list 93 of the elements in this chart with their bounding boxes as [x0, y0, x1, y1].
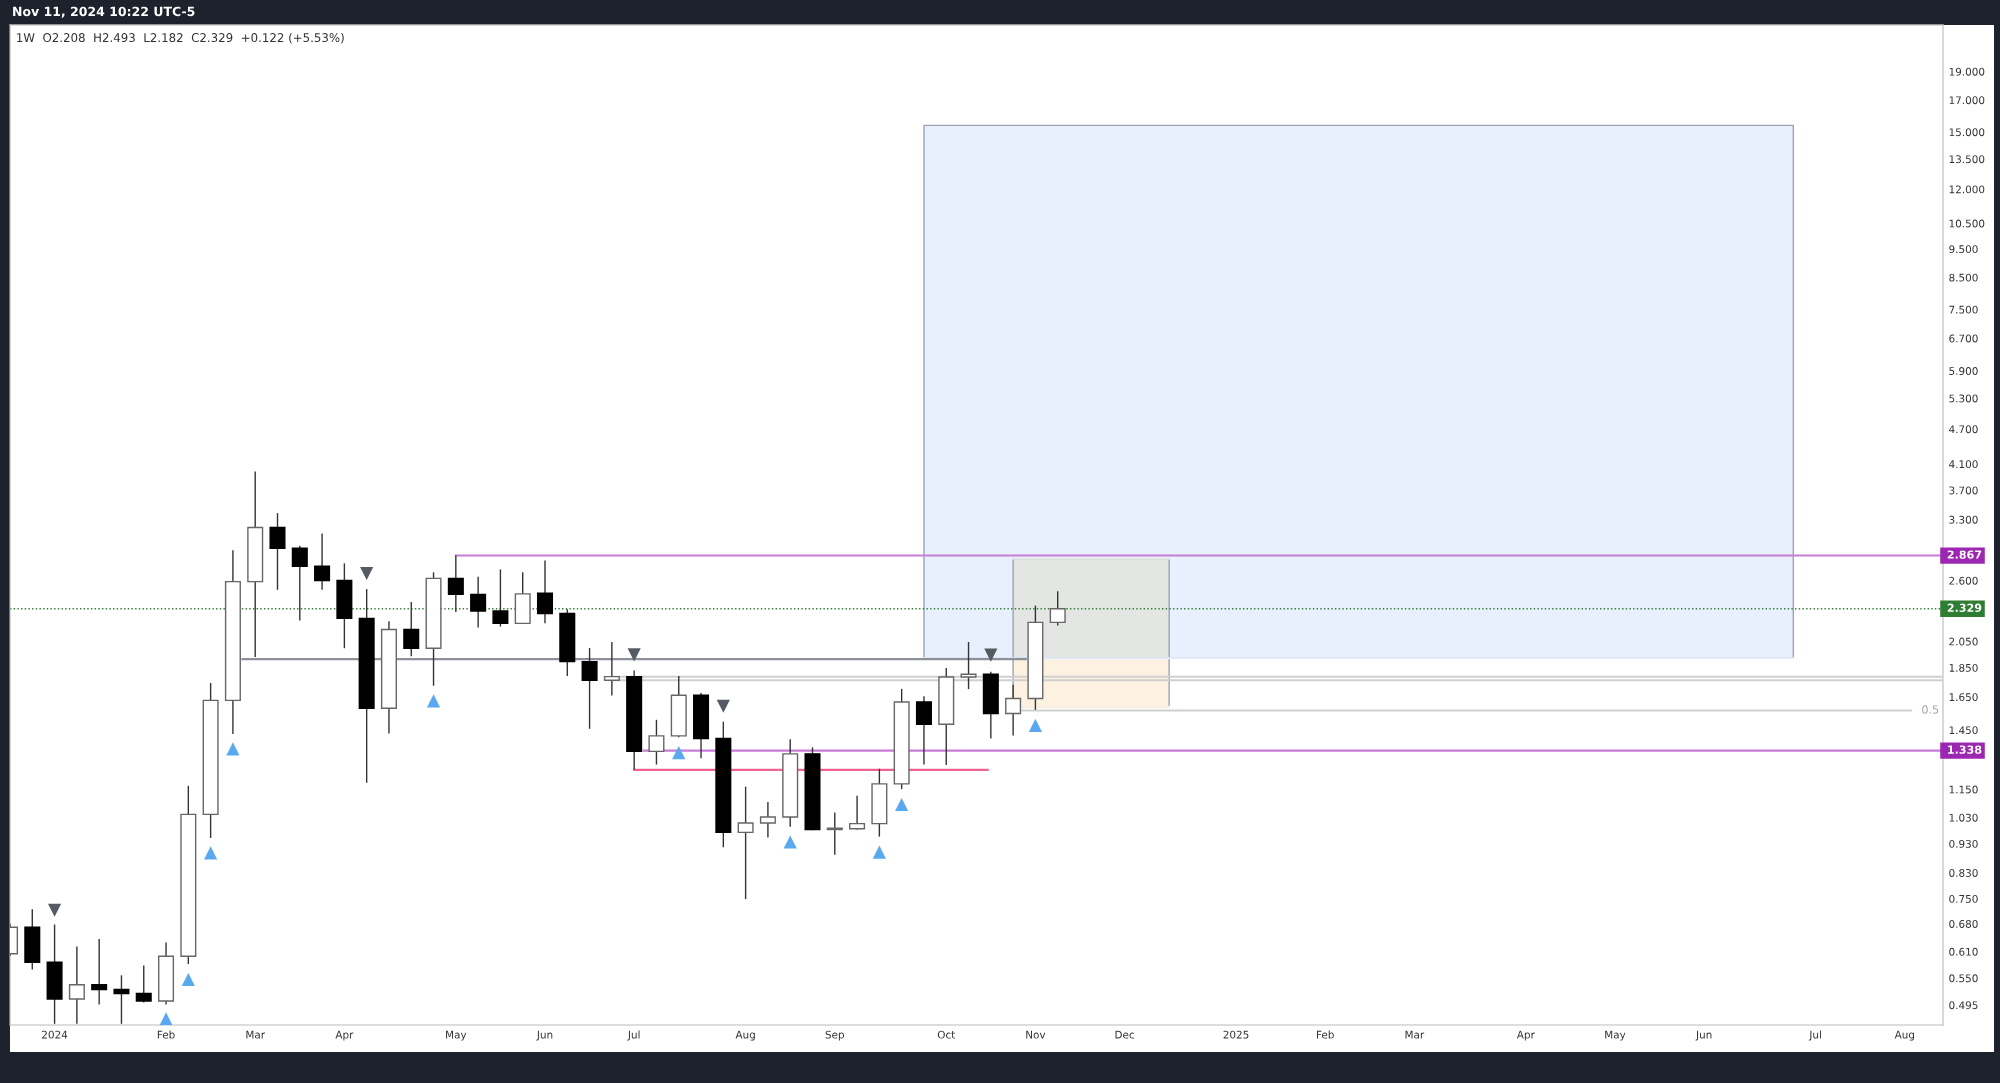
y-tick-label: 15.000 — [1949, 128, 1985, 137]
candlestick — [915, 695, 932, 766]
y-tick-label: 4.100 — [1949, 460, 1978, 469]
y-tick-label: 0.930 — [1949, 839, 1978, 848]
candlestick — [603, 641, 620, 697]
annotation: 0.5 — [1922, 705, 1939, 714]
y-tick-label: 8.500 — [1949, 273, 1978, 282]
candlestick — [68, 945, 85, 1025]
y-tick-label: 5.900 — [1949, 367, 1978, 375]
candlestick — [314, 532, 331, 591]
x-tick-label: Aug — [735, 1030, 755, 1041]
y-tick-label: 3.300 — [1949, 515, 1978, 524]
candlestick — [648, 719, 665, 766]
point — [672, 746, 686, 760]
point — [48, 903, 62, 917]
candlestick — [492, 568, 509, 628]
point — [159, 1012, 173, 1025]
point — [984, 648, 998, 662]
y-tick-label: 12.000 — [1949, 185, 1985, 194]
candlestick — [849, 794, 866, 831]
candlestick — [403, 601, 420, 658]
point — [783, 835, 797, 849]
y-tick-label: 1.450 — [1949, 726, 1978, 735]
y-tick-label: 5.300 — [1949, 394, 1978, 403]
text: 1W O2.208 H2.493 L2.182 C2.329 +0.122 (+5.53%) — [17, 32, 344, 44]
point — [872, 845, 886, 859]
point — [226, 742, 240, 756]
y-tick-label: 1.850 — [1949, 663, 1978, 672]
x-tick-label: Dec — [1115, 1030, 1135, 1039]
y-tick-label: 0.680 — [1949, 920, 1978, 928]
point — [716, 699, 730, 713]
x-tick-label: Jul — [1808, 1030, 1821, 1041]
y-tick-label: 4.700 — [1949, 425, 1978, 434]
x-tick-label: Apr — [1516, 1030, 1535, 1041]
x-tick-label: May — [446, 1030, 467, 1041]
candlestick — [759, 801, 776, 839]
x-tick-label: Jun — [1695, 1030, 1712, 1041]
candlestick — [960, 641, 977, 690]
candlestick — [1049, 590, 1066, 627]
y-tick-label: 0.495 — [1949, 1001, 1978, 1010]
x-tick-label: Apr — [335, 1030, 354, 1041]
x-tick-label: Sep — [825, 1030, 845, 1041]
y-tick-label: 0.830 — [1949, 869, 1978, 877]
candlestick — [113, 974, 130, 1025]
y-tick-label: 0.610 — [1949, 947, 1978, 956]
x-tick-label: May — [1605, 1030, 1626, 1041]
point — [1028, 718, 1042, 732]
y-tick-label: 2.600 — [1949, 576, 1978, 585]
x-tick-label: Jul — [627, 1030, 640, 1041]
candlestick — [269, 512, 286, 591]
x-tick-label: 2025 — [1223, 1030, 1249, 1039]
y-tick-label: 7.500 — [1949, 305, 1978, 314]
candlestick — [135, 964, 152, 1004]
point — [360, 566, 374, 581]
point — [181, 972, 195, 987]
y-tick-label: 19.000 — [1949, 67, 1985, 76]
y-tick-label: 0.550 — [1949, 974, 1978, 983]
x-tick-label: Nov — [1026, 1030, 1046, 1039]
point — [627, 648, 641, 662]
candlestick — [91, 938, 108, 1006]
x-tick-label: Oct — [937, 1030, 955, 1039]
y-tick-label: 9.500 — [1949, 245, 1978, 254]
data-label: 1.338 — [1948, 745, 1982, 754]
candlestick — [536, 559, 554, 625]
data-label: 2.867 — [1947, 550, 1982, 559]
point — [426, 694, 441, 708]
candlestick — [447, 554, 464, 613]
y-tick-label: 6.700 — [1949, 334, 1978, 343]
y-tick-label: 17.000 — [1949, 96, 1985, 105]
point — [204, 846, 218, 860]
chart-subtitle: Nov 11, 2024 10:22 UTC-5 — [13, 6, 195, 18]
x-tick-label: 2024 — [42, 1030, 68, 1039]
candlestick — [1005, 684, 1022, 737]
x-tick-label: Feb — [157, 1030, 175, 1039]
candlestick — [581, 647, 598, 730]
y-tick-label: 2.050 — [1949, 637, 1978, 646]
y-tick-label: 0.750 — [1949, 894, 1978, 903]
x-tick-label: Mar — [1405, 1030, 1425, 1039]
y-tick-label: 1.150 — [1949, 785, 1978, 794]
x-tick-label: Feb — [1317, 1030, 1334, 1039]
x-tick-label: Jun — [536, 1030, 553, 1041]
x-tick-label: Aug — [1894, 1030, 1915, 1041]
y-tick-label: 13.500 — [1949, 155, 1985, 164]
candlestick — [291, 545, 308, 622]
y-tick-label: 1.650 — [1949, 693, 1978, 702]
candlestick — [737, 785, 754, 900]
y-tick-label: 1.030 — [1949, 813, 1978, 822]
y-tick-label: 10.500 — [1949, 219, 1985, 228]
candlestick — [470, 576, 487, 629]
y-tick-label: 3.700 — [1949, 486, 1978, 495]
ref-line-label: 2.329 — [1947, 603, 1982, 612]
x-tick-label: Mar — [246, 1030, 266, 1039]
point — [895, 797, 909, 812]
